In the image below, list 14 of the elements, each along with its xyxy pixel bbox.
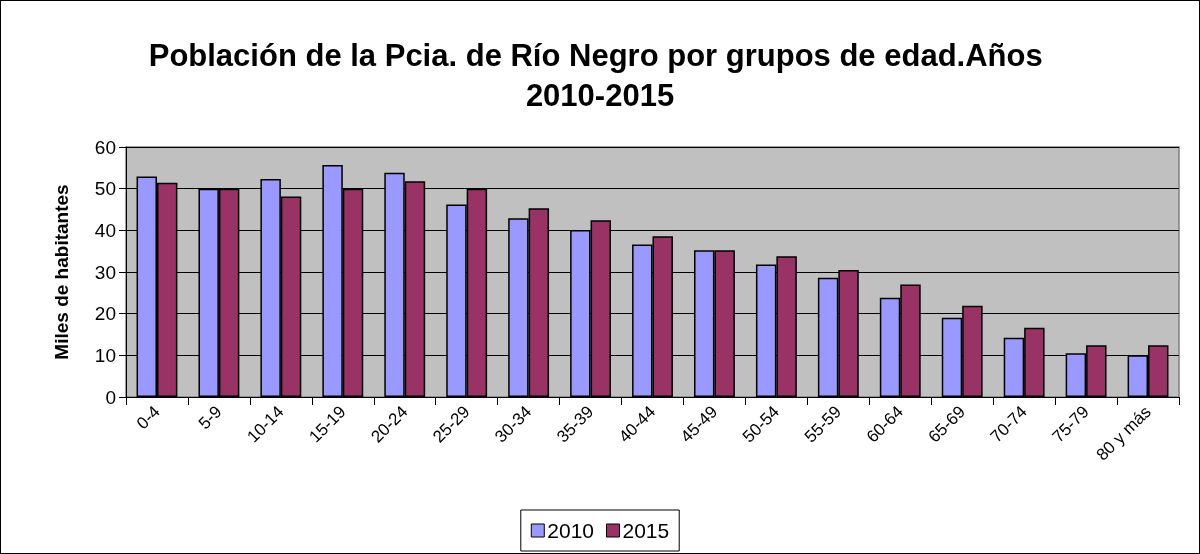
y-tick-label: 10 bbox=[94, 344, 116, 366]
y-tick-label: 30 bbox=[94, 261, 116, 283]
y-tick-label: 40 bbox=[94, 219, 116, 241]
y-axis-title: Miles de habitantes bbox=[51, 184, 72, 360]
y-tick-label: 20 bbox=[94, 303, 116, 325]
y-tick-label: 50 bbox=[94, 178, 116, 200]
x-tick-label: 5-9 bbox=[194, 402, 226, 434]
x-tick-label: 80 y más bbox=[1092, 402, 1155, 465]
y-tick-label: 0 bbox=[105, 386, 116, 408]
chart-title: Población de la Pcia. de Río Negro por grupos de edad.Años 2010-2015 bbox=[148, 37, 1052, 113]
x-tick-label: 0-4 bbox=[132, 402, 164, 434]
y-tick-label: 60 bbox=[94, 136, 116, 158]
legend-label: 2015 bbox=[622, 519, 670, 542]
legend-label: 2010 bbox=[547, 519, 594, 542]
